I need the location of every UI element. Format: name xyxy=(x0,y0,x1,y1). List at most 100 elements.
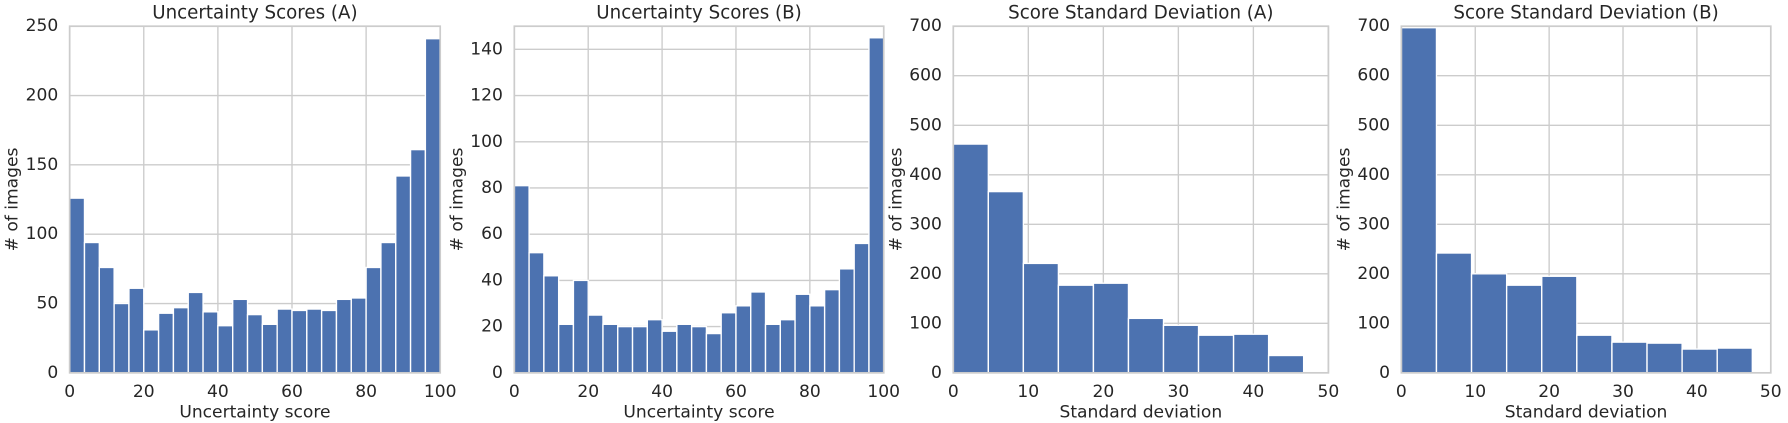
x-tick-label: 20 xyxy=(577,382,599,402)
bar xyxy=(276,308,293,374)
y-tick-label: 140 xyxy=(470,39,503,59)
bar xyxy=(735,305,752,374)
bar xyxy=(1057,284,1095,374)
axes-frame xyxy=(513,25,885,374)
x-tick-label: 40 xyxy=(1242,382,1264,402)
bar xyxy=(1611,341,1648,374)
x-tick-label: 20 xyxy=(133,382,155,402)
y-tick-label: 20 xyxy=(481,317,503,337)
y-tick-label: 400 xyxy=(1357,165,1390,185)
bar xyxy=(543,275,560,374)
y-tick-label: 120 xyxy=(470,86,503,106)
x-tick-label: 10 xyxy=(1464,382,1486,402)
x-tick-label: 60 xyxy=(725,382,747,402)
bar xyxy=(823,288,841,374)
y-tick-label: 100 xyxy=(26,224,59,244)
y-tick-label: 500 xyxy=(1357,115,1390,135)
bar xyxy=(172,306,189,374)
x-axis-label: Standard deviation xyxy=(1060,403,1223,423)
y-tick-label: 0 xyxy=(1379,363,1390,383)
bar xyxy=(320,309,338,374)
bar xyxy=(395,175,412,374)
y-tick-label: 100 xyxy=(909,313,942,333)
x-axis-label: Standard deviation xyxy=(1505,403,1668,423)
bar xyxy=(1197,334,1235,374)
bar xyxy=(987,190,1025,374)
bar xyxy=(187,291,204,374)
bar xyxy=(794,293,811,374)
bar xyxy=(952,143,990,374)
bar xyxy=(513,184,530,374)
y-tick-label: 200 xyxy=(26,86,59,106)
bar xyxy=(143,329,160,374)
y-tick-label: 300 xyxy=(909,214,942,234)
y-tick-label: 0 xyxy=(492,363,503,383)
y-tick-label: 50 xyxy=(36,294,58,314)
bar xyxy=(602,323,619,374)
y-tick-label: 60 xyxy=(481,224,503,244)
y-tick-label: 0 xyxy=(47,363,58,383)
bar xyxy=(246,313,264,374)
bar xyxy=(631,325,648,374)
bar xyxy=(1470,273,1508,374)
bar xyxy=(809,305,826,374)
bar xyxy=(424,38,441,374)
bar xyxy=(1400,27,1438,374)
bar xyxy=(1162,324,1200,374)
bar xyxy=(617,325,634,374)
x-tick-label: 0 xyxy=(948,382,959,402)
bar xyxy=(1022,262,1060,374)
y-tick-label: 400 xyxy=(909,165,942,185)
bar xyxy=(676,323,693,374)
bar xyxy=(779,319,796,374)
y-axis-label: # of images xyxy=(447,148,467,252)
bar xyxy=(1267,354,1305,374)
x-axis-label: Uncertainty score xyxy=(179,403,330,423)
x-tick-label: 80 xyxy=(355,382,377,402)
bar xyxy=(335,298,352,374)
bar xyxy=(1092,282,1130,374)
bar xyxy=(1576,334,1613,374)
bar xyxy=(202,311,219,374)
y-tick-label: 80 xyxy=(481,178,503,198)
x-tick-label: 30 xyxy=(1612,382,1634,402)
chart-title: Uncertainty Scores (B) xyxy=(596,3,801,24)
y-tick-label: 700 xyxy=(909,16,942,36)
bar xyxy=(232,298,249,374)
bar xyxy=(1127,317,1165,374)
y-tick-label: 600 xyxy=(909,66,942,86)
y-tick-label: 700 xyxy=(1357,16,1390,36)
bar xyxy=(306,308,323,374)
y-tick-label: 100 xyxy=(470,132,503,152)
x-tick-label: 30 xyxy=(1167,382,1189,402)
x-tick-label: 100 xyxy=(424,382,457,402)
bar xyxy=(1505,284,1543,374)
y-tick-label: 150 xyxy=(26,155,59,175)
x-tick-label: 40 xyxy=(651,382,673,402)
bar xyxy=(128,287,145,374)
bar xyxy=(1541,275,1578,374)
y-tick-label: 100 xyxy=(1357,313,1390,333)
bar xyxy=(853,242,870,374)
bar xyxy=(1646,342,1683,374)
y-tick-label: 500 xyxy=(909,115,942,135)
y-tick-label: 200 xyxy=(1357,264,1390,284)
bar xyxy=(1681,348,1718,374)
bar xyxy=(557,323,575,374)
y-tick-label: 200 xyxy=(909,264,942,284)
bar xyxy=(690,325,708,374)
bar xyxy=(83,241,100,374)
axes-frame xyxy=(1400,25,1772,374)
bar xyxy=(646,319,663,374)
chart-title: Score Standard Deviation (B) xyxy=(1453,3,1718,24)
bar xyxy=(350,297,367,374)
bar xyxy=(661,330,678,374)
bar xyxy=(705,332,722,374)
bar xyxy=(157,312,175,374)
y-tick-label: 40 xyxy=(481,270,503,290)
y-tick-label: 250 xyxy=(26,16,59,36)
x-tick-label: 0 xyxy=(509,382,520,402)
y-axis-label: # of images xyxy=(886,148,906,252)
